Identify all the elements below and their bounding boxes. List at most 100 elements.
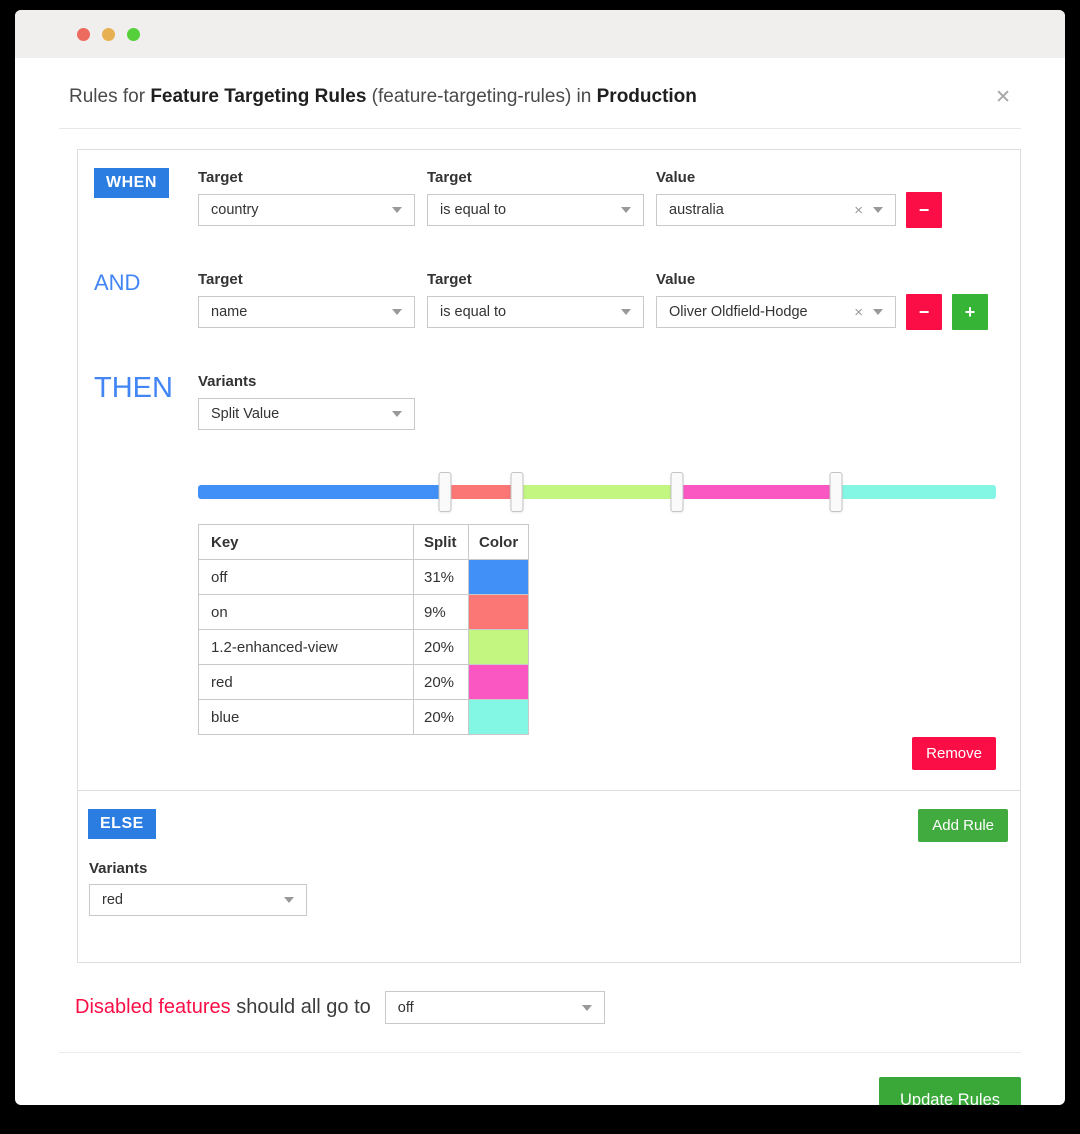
variant-split-cell: 9% bbox=[413, 594, 469, 630]
title-prefix: Rules for bbox=[69, 86, 151, 107]
else-variant-value: red bbox=[102, 892, 123, 908]
add-condition-button[interactable]: + bbox=[952, 294, 988, 330]
clear-icon[interactable]: × bbox=[854, 201, 863, 219]
disabled-features-row: Disabled features should all go to off bbox=[75, 991, 1021, 1024]
chevron-down-icon bbox=[392, 309, 402, 315]
disabled-features-highlight: Disabled features bbox=[75, 996, 231, 1018]
split-table-header-row: Key Split Color bbox=[198, 524, 530, 560]
remove-condition-button[interactable]: − bbox=[906, 192, 942, 228]
window-titlebar bbox=[15, 10, 1065, 58]
slider-segment bbox=[676, 485, 837, 499]
variant-color-swatch bbox=[467, 629, 530, 665]
flag-key: (feature-targeting-rules) in bbox=[366, 86, 597, 107]
variants-select-value: Split Value bbox=[211, 406, 280, 422]
chevron-down-icon bbox=[621, 309, 631, 315]
then-row: THEN Variants Split Value bbox=[94, 372, 1008, 780]
operator-select-value: is equal to bbox=[440, 304, 507, 320]
value-label: Value bbox=[656, 169, 696, 186]
value-select-value: Oliver Oldfield-Hodge bbox=[669, 304, 808, 320]
remove-rule-button[interactable]: Remove bbox=[912, 737, 996, 770]
variant-color-swatch bbox=[467, 559, 530, 595]
chevron-down-icon bbox=[873, 207, 883, 213]
chevron-down-icon bbox=[392, 411, 402, 417]
value-select[interactable]: Oliver Oldfield-Hodge × bbox=[656, 296, 896, 328]
split-table-row: on 9% bbox=[198, 594, 530, 630]
when-condition-row: WHEN Target country Target bbox=[94, 168, 1008, 228]
variant-split-cell: 20% bbox=[413, 629, 469, 665]
operator-label: Target bbox=[427, 271, 472, 288]
variant-key-cell: 1.2-enhanced-view bbox=[198, 629, 414, 665]
and-condition-row: AND Target name Target bbox=[94, 270, 1008, 330]
footer-divider bbox=[59, 1052, 1021, 1053]
when-keyword-badge: WHEN bbox=[94, 168, 169, 198]
slider-handle[interactable] bbox=[829, 472, 843, 512]
disabled-features-text: Disabled features should all go to bbox=[75, 996, 371, 1019]
split-slider-bar bbox=[198, 485, 996, 499]
minimize-traffic-light[interactable] bbox=[102, 27, 115, 41]
close-icon[interactable]: ✕ bbox=[995, 86, 1011, 108]
split-table-row: 1.2-enhanced-view 20% bbox=[198, 629, 530, 665]
variant-key-cell: red bbox=[198, 664, 414, 700]
target-select-value: country bbox=[211, 202, 259, 218]
modal-title: Rules for Feature Targeting Rules (featu… bbox=[69, 86, 697, 108]
target-label: Target bbox=[198, 271, 243, 288]
slider-segment bbox=[445, 485, 518, 499]
else-keyword-badge: ELSE bbox=[88, 809, 156, 839]
split-table-row: red 20% bbox=[198, 664, 530, 700]
then-keyword: THEN bbox=[94, 372, 173, 404]
chevron-down-icon bbox=[621, 207, 631, 213]
maximize-traffic-light[interactable] bbox=[127, 27, 140, 41]
target-select-value: name bbox=[211, 304, 248, 320]
slider-segment bbox=[517, 485, 677, 499]
key-column-header: Key bbox=[198, 524, 414, 560]
else-variants-label: Variants bbox=[89, 860, 148, 877]
variants-select[interactable]: Split Value bbox=[198, 398, 415, 430]
slider-segment bbox=[198, 485, 446, 499]
value-select[interactable]: australia × bbox=[656, 194, 896, 226]
chevron-down-icon bbox=[873, 309, 883, 315]
disabled-features-rest: should all go to bbox=[230, 996, 371, 1018]
target-select[interactable]: name bbox=[198, 296, 415, 328]
variant-color-swatch bbox=[467, 594, 530, 630]
add-rule-button[interactable]: Add Rule bbox=[918, 809, 1008, 842]
variant-key-cell: blue bbox=[198, 699, 414, 735]
and-keyword: AND bbox=[94, 270, 141, 295]
variants-label: Variants bbox=[198, 373, 257, 390]
modal-window: Rules for Feature Targeting Rules (featu… bbox=[15, 10, 1065, 1105]
rule-block: WHEN Target country Target bbox=[78, 150, 1020, 790]
split-table: Key Split Color off 31% on 9% 1.2-enhanced-v… bbox=[198, 524, 530, 735]
variant-color-swatch bbox=[467, 699, 530, 735]
variant-color-swatch bbox=[467, 664, 530, 700]
split-table-row: off 31% bbox=[198, 559, 530, 595]
slider-handle[interactable] bbox=[670, 472, 684, 512]
operator-label: Target bbox=[427, 169, 472, 186]
split-column-header: Split bbox=[413, 524, 469, 560]
fallback-variant-select[interactable]: off bbox=[384, 991, 605, 1024]
variant-key-cell: on bbox=[198, 594, 414, 630]
slider-handle[interactable] bbox=[438, 472, 452, 512]
close-traffic-light[interactable] bbox=[77, 27, 90, 41]
rules-panel: WHEN Target country Target bbox=[77, 149, 1021, 963]
value-label: Value bbox=[656, 271, 696, 288]
remove-condition-button[interactable]: − bbox=[906, 294, 942, 330]
fallback-variant-value: off bbox=[397, 999, 414, 1016]
value-select-value: australia bbox=[669, 202, 724, 218]
target-label: Target bbox=[198, 169, 243, 186]
color-column-header: Color bbox=[467, 524, 530, 560]
target-select[interactable]: country bbox=[198, 194, 415, 226]
else-variant-select[interactable]: red bbox=[89, 884, 307, 916]
chevron-down-icon bbox=[284, 897, 294, 903]
operator-select[interactable]: is equal to bbox=[427, 194, 644, 226]
slider-handle[interactable] bbox=[510, 472, 524, 512]
modal-header: Rules for Feature Targeting Rules (featu… bbox=[59, 58, 1021, 129]
operator-select[interactable]: is equal to bbox=[427, 296, 644, 328]
variant-split-cell: 31% bbox=[413, 559, 469, 595]
slider-segment bbox=[836, 485, 996, 499]
split-table-body: off 31% on 9% 1.2-enhanced-view 20% red 20% blue… bbox=[198, 559, 530, 735]
else-block: ELSE Add Rule Variants red bbox=[78, 790, 1020, 962]
chevron-down-icon bbox=[392, 207, 402, 213]
split-table-row: blue 20% bbox=[198, 699, 530, 735]
environment-name: Production bbox=[596, 86, 697, 107]
update-rules-button[interactable]: Update Rules bbox=[879, 1077, 1021, 1105]
clear-icon[interactable]: × bbox=[854, 303, 863, 321]
